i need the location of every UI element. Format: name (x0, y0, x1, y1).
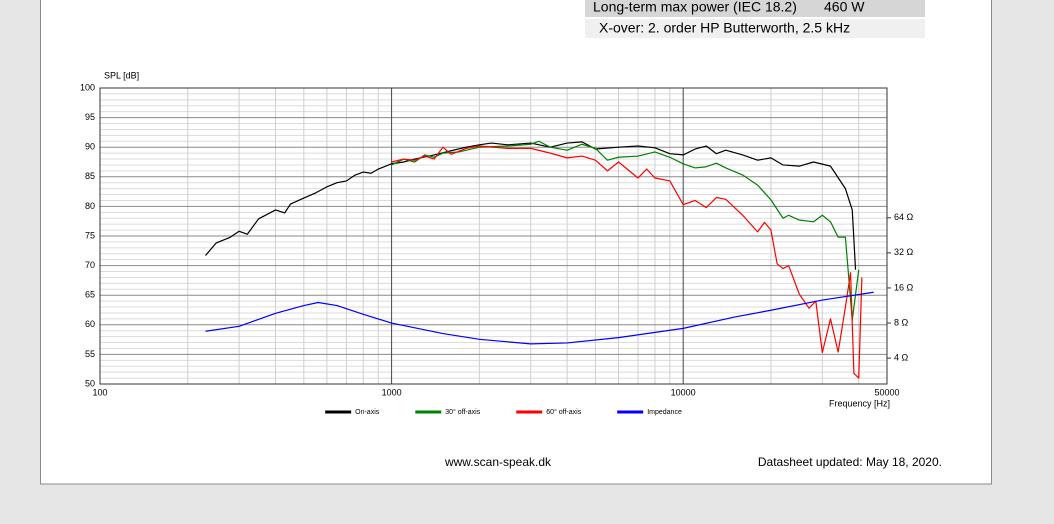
spec-note-row (585, 19, 925, 38)
y2-tick-label: 16 Ω (894, 282, 914, 292)
legend-label: On-axis (355, 409, 380, 416)
plot-frame (99, 87, 888, 385)
spec-row (585, 0, 925, 17)
x-tick-label: 10000 (671, 387, 696, 397)
y-tick-label: 55 (85, 349, 95, 359)
y2-tick-label: 32 Ω (894, 247, 914, 257)
series-line (205, 141, 857, 270)
x-tick-label: 50000 (874, 387, 899, 397)
y-tick-label: 70 (85, 260, 95, 270)
legend-label: Impedance (647, 409, 682, 416)
y2-tick-label: 8 Ω (894, 317, 909, 327)
y-tick-label: 75 (85, 230, 95, 240)
y-tick-label: 95 (85, 112, 95, 122)
spec-value: 460 W (824, 0, 865, 15)
website: www.scan-speak.dk (444, 455, 552, 469)
series-line (391, 140, 860, 321)
y-tick-label: 65 (85, 290, 95, 300)
y2-tick-label: 64 Ω (894, 212, 914, 222)
x-tick-label: 100 (92, 387, 107, 397)
y-tick-label: 85 (85, 171, 95, 181)
x-tick-label: 1000 (382, 387, 402, 397)
series-line (205, 291, 874, 345)
y-axis-label: SPL [dB] (104, 70, 139, 80)
updated-date: Datasheet updated: May 18, 2020. (758, 455, 942, 469)
y-tick-label: 60 (85, 319, 95, 329)
series-line (391, 145, 863, 379)
y-tick-label: 50 (85, 378, 95, 388)
spec-label: Long-term max power (IEC 18.2) (593, 0, 797, 15)
legend-label: 60° off-axis (546, 408, 581, 416)
x-axis-label: Frequency [Hz] (829, 398, 890, 408)
legend-label: 30° off-axis (445, 408, 480, 416)
spec-note: X-over: 2. order HP Butterworth, 2.5 kHz (599, 20, 850, 36)
legend: On-axis 30° off-axis 60° off-axis Impedance (325, 408, 682, 416)
y-tick-label: 90 (85, 142, 95, 152)
y-tick-label: 80 (85, 201, 95, 211)
y-tick-label: 100 (80, 82, 95, 92)
y2-tick-label: 4 Ω (894, 353, 909, 363)
